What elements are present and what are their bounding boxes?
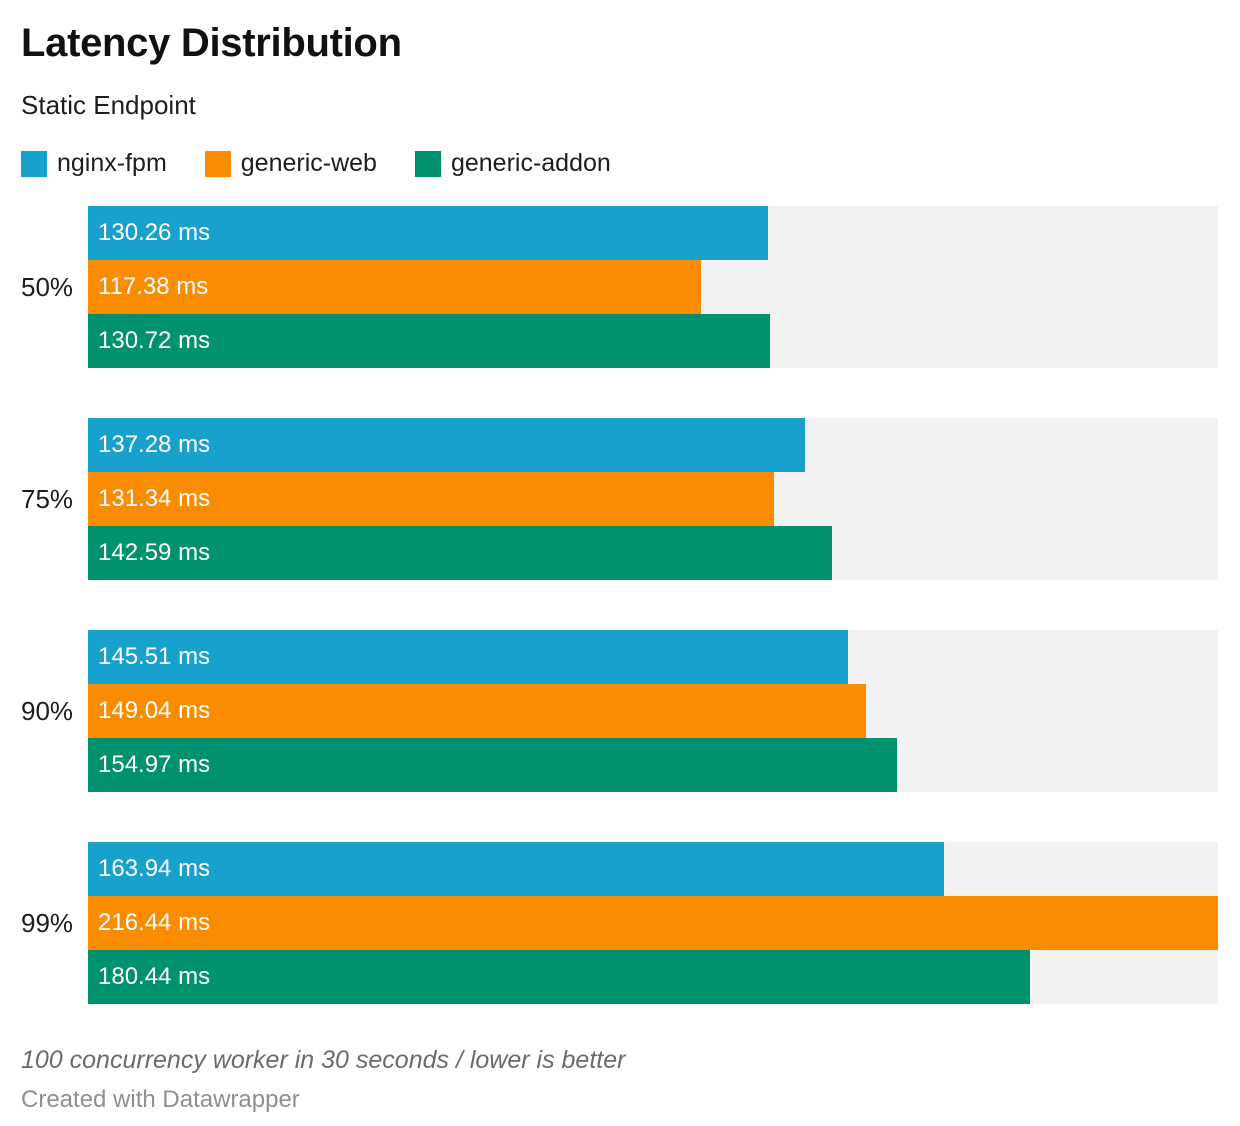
bar-group: 99% 163.94 ms 216.44 ms 180.44 ms	[21, 842, 1218, 1004]
bar-value-label: 154.97 ms	[98, 751, 211, 778]
bar-nginx-fpm: 145.51 ms	[88, 630, 848, 684]
bar-value-label: 142.59 ms	[98, 539, 211, 566]
legend-item: generic-addon	[414, 149, 611, 178]
legend-label: nginx-fpm	[57, 149, 167, 177]
bar-track: 142.59 ms	[88, 526, 1218, 580]
footnote: 100 concurrency worker in 30 seconds / l…	[21, 1046, 626, 1074]
category-label: 50%	[21, 271, 74, 302]
bar-value-label: 180.44 ms	[98, 963, 211, 990]
bar-rows: 137.28 ms 131.34 ms 142.59 ms	[88, 418, 1218, 580]
bar-generic-addon: 130.72 ms	[88, 314, 771, 368]
legend-item: nginx-fpm	[21, 149, 167, 178]
bar-generic-addon: 180.44 ms	[88, 950, 1031, 1004]
bar-rows: 145.51 ms 149.04 ms 154.97 ms	[88, 630, 1218, 792]
bar-generic-web: 117.38 ms	[88, 260, 701, 314]
legend-label: generic-addon	[450, 149, 611, 177]
bar-track: 145.51 ms	[88, 630, 1218, 684]
bar-rows: 163.94 ms 216.44 ms 180.44 ms	[88, 842, 1218, 1004]
bar-value-label: 137.28 ms	[98, 431, 211, 458]
bar-rows: 130.26 ms 117.38 ms 130.72 ms	[88, 206, 1218, 368]
bar-nginx-fpm: 137.28 ms	[88, 418, 805, 472]
bar-value-label: 163.94 ms	[98, 855, 211, 882]
bar-group: 90% 145.51 ms 149.04 ms 154.97 ms	[21, 630, 1218, 792]
bar-value-label: 216.44 ms	[98, 909, 211, 936]
bar-track: 130.26 ms	[88, 206, 1218, 260]
bar-plot: 50% 130.26 ms 117.38 ms 130.72 ms 75% 137.28 …	[21, 206, 1218, 1004]
bar-track: 117.38 ms	[88, 260, 1218, 314]
bar-group: 50% 130.26 ms 117.38 ms 130.72 ms	[21, 206, 1218, 368]
bar-track: 154.97 ms	[88, 738, 1218, 792]
bar-nginx-fpm: 130.26 ms	[88, 206, 769, 260]
bar-generic-addon: 154.97 ms	[88, 738, 898, 792]
bar-generic-web: 149.04 ms	[88, 684, 867, 738]
bar-track: 131.34 ms	[88, 472, 1218, 526]
bar-nginx-fpm: 163.94 ms	[88, 842, 944, 896]
bar-generic-addon: 142.59 ms	[88, 526, 833, 580]
category-label: 75%	[21, 483, 74, 514]
bar-group: 75% 137.28 ms 131.34 ms 142.59 ms	[21, 418, 1218, 580]
bar-generic-web: 216.44 ms	[88, 896, 1218, 950]
legend-swatch	[414, 150, 441, 177]
category-label: 99%	[21, 907, 74, 938]
bar-value-label: 117.38 ms	[98, 273, 209, 300]
legend-swatch	[204, 150, 231, 177]
legend-swatch	[21, 150, 47, 177]
bar-value-label: 145.51 ms	[98, 643, 211, 670]
bar-value-label: 130.72 ms	[98, 327, 211, 354]
chart-subtitle: Static Endpoint	[21, 90, 196, 120]
bar-track: 149.04 ms	[88, 684, 1218, 738]
bar-track: 180.44 ms	[88, 950, 1218, 1004]
category-label: 90%	[21, 695, 74, 726]
bar-track: 163.94 ms	[88, 842, 1218, 896]
bar-track: 130.72 ms	[88, 314, 1218, 368]
bar-track: 216.44 ms	[88, 896, 1218, 950]
bar-value-label: 131.34 ms	[98, 485, 211, 512]
legend-label: generic-web	[240, 149, 377, 177]
legend: nginx-fpm generic-web generic-addon	[21, 149, 1218, 178]
datawrapper-credit: Created with Datawrapper	[21, 1086, 300, 1113]
chart-title: Latency Distribution	[21, 21, 402, 65]
legend-item: generic-web	[204, 149, 377, 178]
bar-value-label: 130.26 ms	[98, 219, 211, 246]
bar-value-label: 149.04 ms	[98, 697, 211, 724]
bar-generic-web: 131.34 ms	[88, 472, 774, 526]
bar-track: 137.28 ms	[88, 418, 1218, 472]
